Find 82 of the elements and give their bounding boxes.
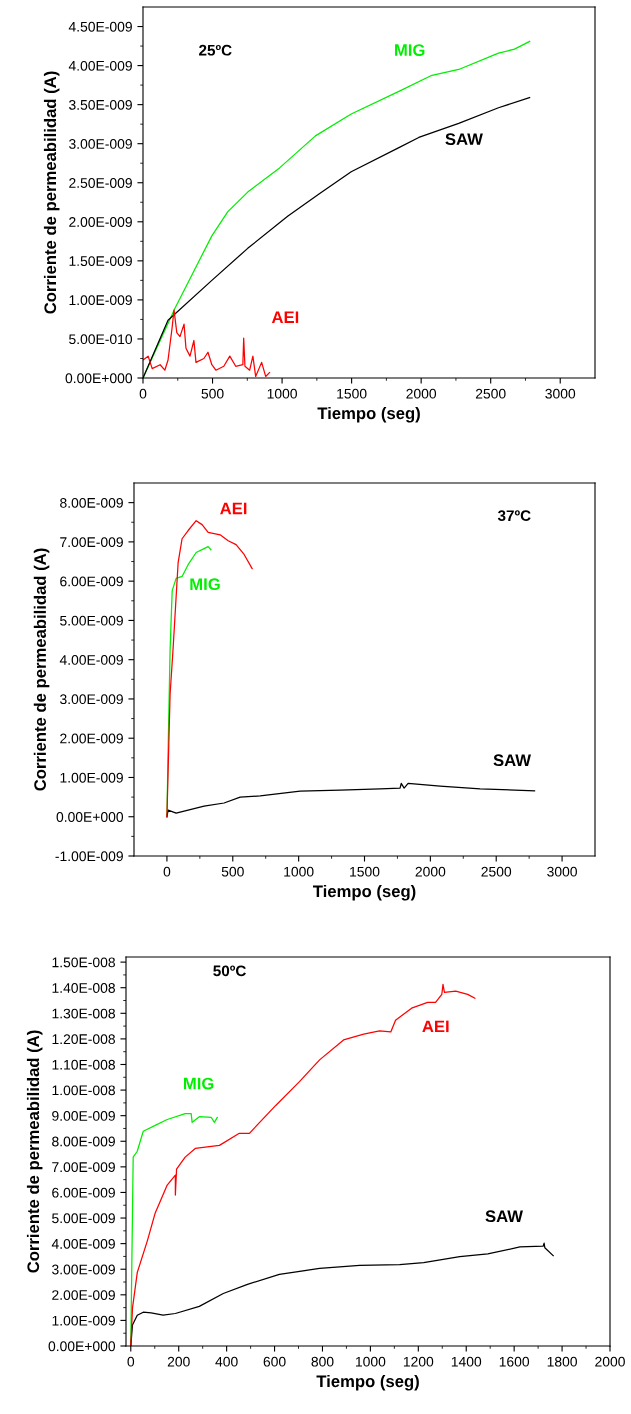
x-axis-title: Tiempo (seg)	[317, 406, 420, 423]
series-label: MIG	[395, 44, 425, 56]
series-label: MIG	[190, 578, 220, 591]
y-tick-label: 8.00E-009	[52, 1136, 115, 1147]
series-label: SAW	[445, 133, 483, 146]
y-tick-label: 1.00E-008	[52, 1085, 115, 1096]
x-axis-title: Tiempo (seg)	[312, 884, 416, 901]
y-axis-title: Corriente de permeabilidad (A)	[43, 71, 60, 314]
x-tick-label: 3000	[547, 866, 577, 877]
x-tick-label: 2500	[481, 866, 512, 877]
x-tick-label: 1500	[350, 866, 380, 877]
y-tick-label: 6.00E-009	[60, 576, 123, 587]
y-tick-label: 1.00E-009	[52, 1315, 115, 1326]
line-series	[166, 520, 253, 818]
x-tick-label: 1000	[267, 388, 297, 399]
x-tick-label: 600	[263, 1356, 286, 1367]
y-tick-label: 7.00E-009	[60, 537, 123, 548]
x-tick-label: 0	[163, 866, 171, 877]
y-tick-label: 0.00E+000	[65, 373, 133, 384]
y-tick-label: 0.00E+000	[56, 812, 124, 822]
x-tick-label: 1800	[547, 1356, 577, 1367]
y-tick-label: 4.00E-009	[51, 1238, 115, 1249]
y-tick-label: 4.50E-009	[68, 21, 132, 32]
x-tick-label: 0	[139, 388, 147, 399]
y-tick-label: 9.00E-009	[52, 1111, 115, 1121]
x-tick-label: 1000	[284, 866, 314, 877]
x-tick-label: 1400	[451, 1356, 482, 1367]
y-tick-label: 1.00E-009	[60, 772, 123, 783]
x-tick-label: 800	[311, 1356, 334, 1367]
y-tick-label: 1.20E-008	[52, 1034, 115, 1045]
x-tick-label: 1200	[403, 1356, 434, 1367]
x-tick-label: 200	[167, 1356, 190, 1367]
y-tick-label: 4.00E-009	[68, 60, 132, 71]
y-tick-label: 5.00E-009	[52, 1213, 115, 1224]
y-tick-label: 3.00E-009	[52, 1264, 115, 1275]
x-tick-label: 1500	[337, 388, 367, 399]
y-tick-label: 3.50E-009	[69, 99, 132, 110]
y-tick-label: 2.50E-009	[69, 178, 132, 188]
x-tick-label: 500	[221, 866, 244, 877]
y-tick-label: 3.00E-009	[69, 139, 132, 149]
x-tick-label: 500	[201, 388, 224, 399]
y-tick-label: 1.30E-008	[52, 1008, 115, 1019]
annotation: 37ºC	[497, 510, 531, 522]
y-tick-label: 2.00E-009	[60, 733, 123, 744]
x-tick-label: 2000	[595, 1356, 625, 1367]
line-series	[130, 983, 476, 1346]
y-tick-label: 1.50E-009	[69, 256, 132, 267]
y-tick-label: 5.00E-009	[60, 615, 123, 626]
series-label: AEI	[271, 311, 299, 323]
y-tick-label: 1.00E-009	[69, 295, 132, 306]
y-tick-label: 5.00E-010	[69, 334, 133, 345]
line-series	[143, 309, 271, 378]
x-tick-label: 3000	[545, 388, 576, 399]
annotation: 25ºC	[199, 44, 232, 56]
y-tick-label: 8.00E-009	[60, 497, 123, 508]
y-tick-label: 6.00E-009	[52, 1187, 115, 1198]
y-tick-label: -1.00E-009	[55, 851, 123, 862]
y-tick-label: 3.00E-009	[60, 694, 123, 705]
x-tick-label: 2000	[406, 388, 437, 399]
y-tick-label: 7.00E-009	[52, 1162, 115, 1173]
series-label: MIG	[183, 1077, 214, 1090]
y-axis-title: Corriente de permeabilidad (A)	[26, 1030, 43, 1273]
series-label: AEI	[220, 502, 247, 515]
series-label: AEI	[422, 1020, 449, 1033]
y-tick-label: 2.00E-009	[52, 1290, 115, 1300]
annotation: 50ºC	[213, 965, 246, 977]
x-tick-label: 0	[127, 1356, 135, 1367]
y-tick-label: 4.00E-009	[59, 655, 123, 665]
y-tick-label: 2.00E-009	[69, 217, 132, 227]
y-tick-label: 1.40E-008	[52, 983, 115, 993]
x-axis-title: Tiempo (seg)	[316, 1374, 419, 1391]
x-tick-label: 1600	[499, 1356, 530, 1367]
x-tick-label: 1000	[356, 1356, 386, 1367]
series-label: SAW	[493, 754, 531, 767]
x-tick-label: 2000	[415, 866, 446, 877]
y-axis-title: Corriente de permeabilidad (A)	[33, 548, 50, 791]
y-tick-label: 0.00E+000	[48, 1341, 116, 1352]
series-label: SAW	[485, 1210, 523, 1223]
y-tick-label: 1.10E-008	[52, 1059, 115, 1070]
x-tick-label: 2500	[475, 388, 506, 399]
x-tick-label: 400	[215, 1356, 238, 1367]
y-tick-label: 1.50E-008	[52, 957, 115, 968]
